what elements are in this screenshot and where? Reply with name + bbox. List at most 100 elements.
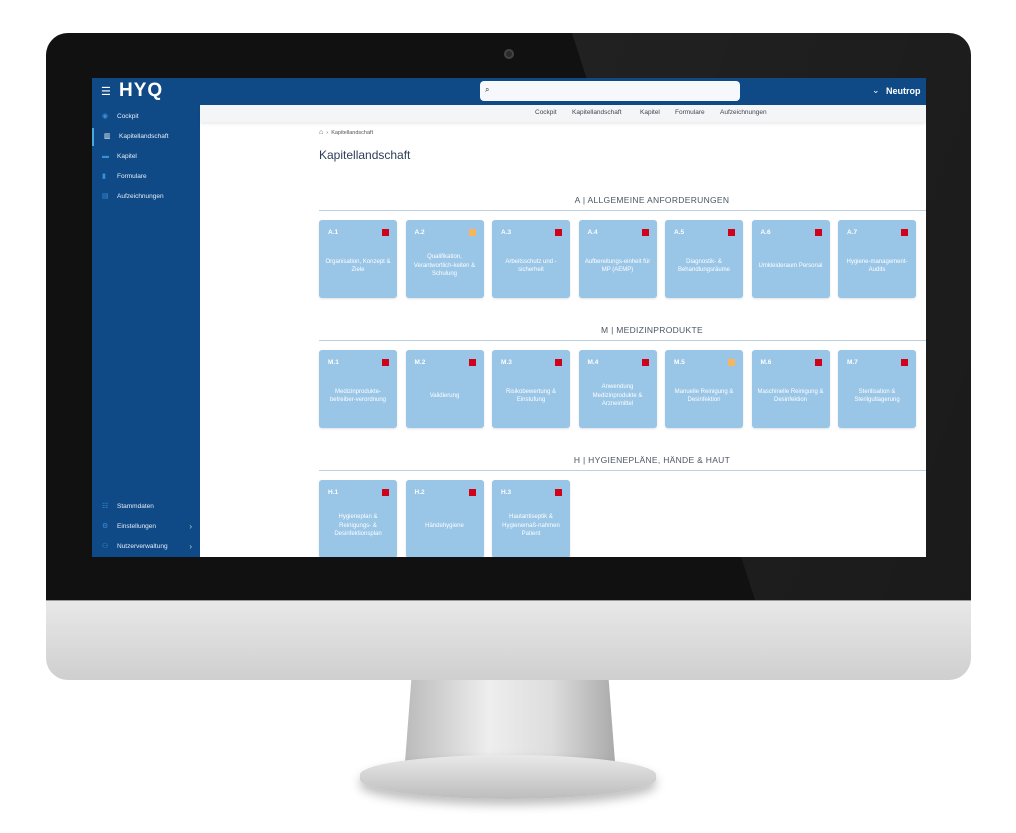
archive-icon: ▤: [102, 193, 109, 200]
subnav-kapitel[interactable]: Kapitel: [640, 109, 660, 116]
chapter-card-a-2[interactable]: A.2 Qualifikation, Verantwortlich-keiten …: [405, 220, 484, 298]
chapter-card-a-5[interactable]: A.5 Diagnostik- & Behandlungsräume: [665, 220, 743, 298]
chapter-code: H.1: [328, 489, 339, 496]
status-indicator: [382, 489, 389, 496]
status-indicator: [901, 229, 908, 236]
chapter-card-m-3[interactable]: M.3 Risikobewertung & Einstufung: [492, 350, 570, 428]
monitor-stand: [405, 680, 615, 762]
breadcrumb: ⌂ › Kapitellandschaft: [319, 129, 373, 136]
sidebar-item-label: Aufzeichnungen: [117, 193, 164, 200]
sidebar-item-stammdaten[interactable]: ☷ Stammdaten: [92, 498, 200, 516]
chapter-card-a-6[interactable]: A.6 Umkleideraum Personal: [751, 220, 830, 298]
page-title: Kapitellandschaft: [319, 148, 411, 162]
chapter-card-h-1[interactable]: H.1 Hygieneplan & Reinigungs- & Desinfekt…: [319, 480, 397, 557]
chapter-card-a-4[interactable]: A.4 Aufbereitungs-einheit für MP (AEMP): [578, 220, 657, 298]
chapter-code: H.3: [501, 489, 512, 496]
chapter-code: A.2: [414, 229, 425, 236]
dashboard-icon: ◉: [102, 113, 109, 120]
chapter-label: Händehygiene: [425, 522, 464, 529]
chapter-card-m-6[interactable]: M.6 Maschinelle Reinigung & Desinfektion: [751, 350, 830, 428]
section-title: M | MEDIZINPRODUKTE: [601, 325, 703, 335]
chapter-label: Maschinelle Reinigung & Desinfektion: [757, 388, 824, 404]
section-divider: [319, 210, 926, 211]
chapter-card-m-1[interactable]: M.1 Medizinprodukte-betreiber-verordnung: [319, 350, 397, 428]
home-icon[interactable]: ⌂: [319, 129, 324, 136]
hamburger-icon[interactable]: ☰: [101, 86, 111, 98]
sidebar: ◉ Cockpit ▥ Kapitellandschaft ▬ Kapitel ▮ Fo…: [92, 105, 200, 557]
sidebar-item-formulare[interactable]: ▮ Formulare: [92, 168, 200, 186]
chapter-code: A.1: [328, 229, 339, 236]
chapter-label: Umkleideraum Personal: [758, 262, 823, 269]
gear-icon: ⚙: [102, 523, 109, 530]
sidebar-item-einstellungen[interactable]: ⚙ Einstellungen ›: [92, 518, 200, 536]
chapter-card-m-4[interactable]: M.4 Anwendung Medizinprodukte & Arzneimit…: [578, 350, 657, 428]
chapter-card-h-2[interactable]: H.2 Händehygiene: [405, 480, 484, 557]
sidebar-item-kapitellandschaft[interactable]: ▥ Kapitellandschaft: [92, 128, 200, 146]
section-divider: [319, 470, 926, 471]
status-indicator: [382, 229, 389, 236]
chapter-label: Qualifikation, Verantwortlich-keiten & S…: [413, 254, 476, 278]
chapter-label: Hygiene-management-Audits: [846, 258, 908, 274]
sidebar-item-cockpit[interactable]: ◉ Cockpit: [92, 108, 200, 126]
chapter-card-a-3[interactable]: A.3 Arbeitsschutz und -sicherheit: [492, 220, 570, 298]
section-title: H | HYGIENEPLÄNE, HÄNDE & HAUT: [573, 455, 731, 465]
sidebar-item-label: Einstellungen: [117, 523, 157, 530]
chapter-code: A.7: [847, 229, 858, 236]
list-icon: ☷: [102, 503, 109, 510]
user-menu[interactable]: Neutrop: [886, 86, 921, 96]
logo[interactable]: HYQ: [119, 80, 164, 101]
book-icon: ▬: [102, 153, 109, 160]
sidebar-item-label: Cockpit: [117, 113, 139, 120]
status-indicator: [814, 359, 822, 366]
sidebar-item-kapitel[interactable]: ▬ Kapitel: [92, 148, 200, 166]
chapter-label: Medizinprodukte-betreiber-verordnung: [329, 388, 387, 404]
sidebar-item-aufzeichnungen[interactable]: ▤ Aufzeichnungen: [92, 188, 200, 206]
status-indicator: [728, 359, 735, 366]
top-bar: ☰ HYQ ⌕ ⌄ Neutrop: [92, 78, 926, 105]
chapter-code: H.2: [414, 489, 425, 496]
chapter-card-m-7[interactable]: M.7 Sterilisation & Sterilgutlagerung: [838, 350, 916, 428]
status-indicator: [468, 229, 476, 236]
chevron-right-icon: ›: [326, 130, 329, 136]
status-indicator: [468, 359, 476, 366]
chapter-code: A.4: [587, 229, 598, 236]
search-icon: ⌕: [485, 85, 490, 94]
status-indicator: [555, 489, 562, 496]
chapter-label: Hygieneplan & Reinigungs- & Desinfektion…: [334, 514, 382, 538]
chevron-down-icon[interactable]: ⌄: [872, 85, 880, 95]
chapter-card-m-5[interactable]: M.5 Manuelle Reinigung & Desinfektion: [665, 350, 743, 428]
chapter-label: Aufbereitungs-einheit für MP (AEMP): [584, 258, 651, 274]
chapter-code: M.2: [414, 359, 426, 366]
subnav-aufzeichnungen[interactable]: Aufzeichnungen: [720, 109, 767, 116]
subnav-cockpit[interactable]: Cockpit: [535, 109, 557, 116]
chapter-label: Manuelle Reinigung & Desinfektion: [674, 388, 734, 404]
webcam: [504, 49, 514, 59]
breadcrumb-current: Kapitellandschaft: [331, 130, 374, 136]
status-indicator: [468, 489, 476, 496]
chevron-right-icon: ›: [189, 522, 192, 531]
section-divider: [319, 340, 926, 341]
chapter-label: Risikobewertung & Einstufung: [505, 388, 557, 404]
sidebar-item-nutzerverwaltung[interactable]: ⚇ Nutzerverwaltung ›: [92, 538, 200, 556]
chapter-label: Anwendung Medizinprodukte & Arzneimittel: [592, 384, 643, 408]
status-indicator: [901, 359, 908, 366]
status-indicator: [728, 229, 735, 236]
status-indicator: [382, 359, 389, 366]
sidebar-item-label: Nutzerverwaltung: [117, 543, 168, 550]
chapter-code: M.6: [760, 359, 772, 366]
chapter-label: Diagnostik- & Behandlungsräume: [677, 258, 731, 274]
chapter-code: M.3: [501, 359, 512, 366]
search-input[interactable]: ⌕: [480, 81, 740, 101]
chapter-card-a-7[interactable]: A.7 Hygiene-management-Audits: [838, 220, 916, 298]
subnav-formulare[interactable]: Formulare: [675, 109, 705, 116]
chapter-code: A.3: [501, 229, 512, 236]
chapter-card-a-1[interactable]: A.1 Organisation, Konzept & Ziele: [319, 220, 397, 298]
chapter-card-h-3[interactable]: H.3 Hautantiseptik & Hygienemaß-nahmen Pa…: [492, 480, 570, 557]
subnav-kapitellandschaft[interactable]: Kapitellandschaft: [572, 109, 622, 116]
sidebar-item-label: Formulare: [117, 173, 147, 180]
chapter-label: Organisation, Konzept & Ziele: [325, 258, 391, 274]
chapter-code: M.1: [328, 359, 339, 366]
chapter-card-m-2[interactable]: M.2 Validierung: [405, 350, 484, 428]
sidebar-item-label: Kapitel: [117, 153, 137, 160]
chapter-code: A.5: [674, 229, 685, 236]
